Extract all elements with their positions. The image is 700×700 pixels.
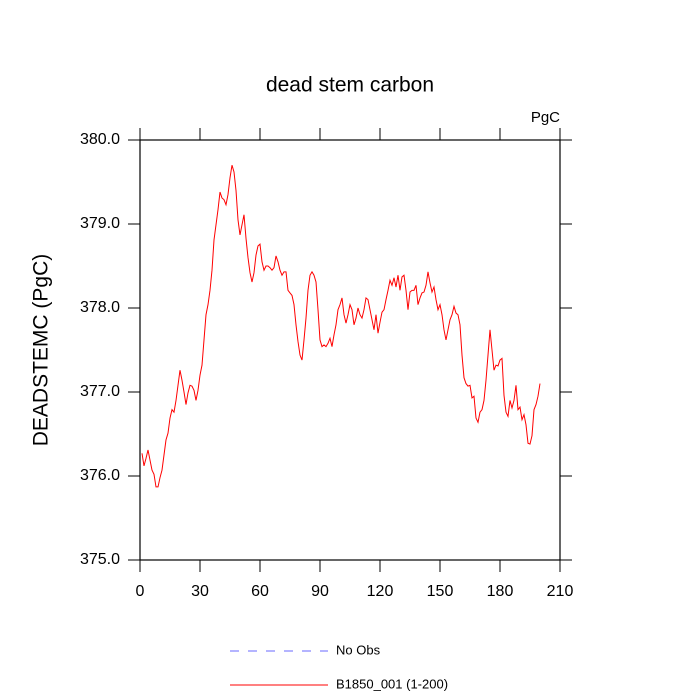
x-tick-label: 0: [136, 583, 145, 600]
x-tick-label: 210: [547, 583, 574, 600]
y-tick-label: 378.0: [80, 299, 120, 316]
plot-frame: [139, 139, 561, 561]
x-tick-label: 90: [311, 583, 329, 600]
y-tick-label: 377.0: [80, 383, 120, 400]
data-line: [141, 165, 541, 488]
y-tick-label: 379.0: [80, 215, 120, 232]
y-tick-label: 380.0: [80, 131, 120, 148]
units-label: PgC: [531, 109, 560, 126]
legend-label: No Obs: [336, 642, 381, 657]
y-tick-label: 376.0: [80, 467, 120, 484]
legend-label: B1850_001 (1-200): [336, 676, 448, 691]
y-tick-label: 375.0: [80, 551, 120, 568]
x-tick-label: 30: [191, 583, 209, 600]
x-tick-label: 150: [427, 583, 454, 600]
chart-title: dead stem carbon: [266, 74, 434, 97]
x-tick-label: 60: [251, 583, 269, 600]
x-tick-label: 180: [487, 583, 514, 600]
y-axis-label: DEADSTEMC (PgC): [30, 254, 53, 447]
x-tick-label: 120: [367, 583, 394, 600]
